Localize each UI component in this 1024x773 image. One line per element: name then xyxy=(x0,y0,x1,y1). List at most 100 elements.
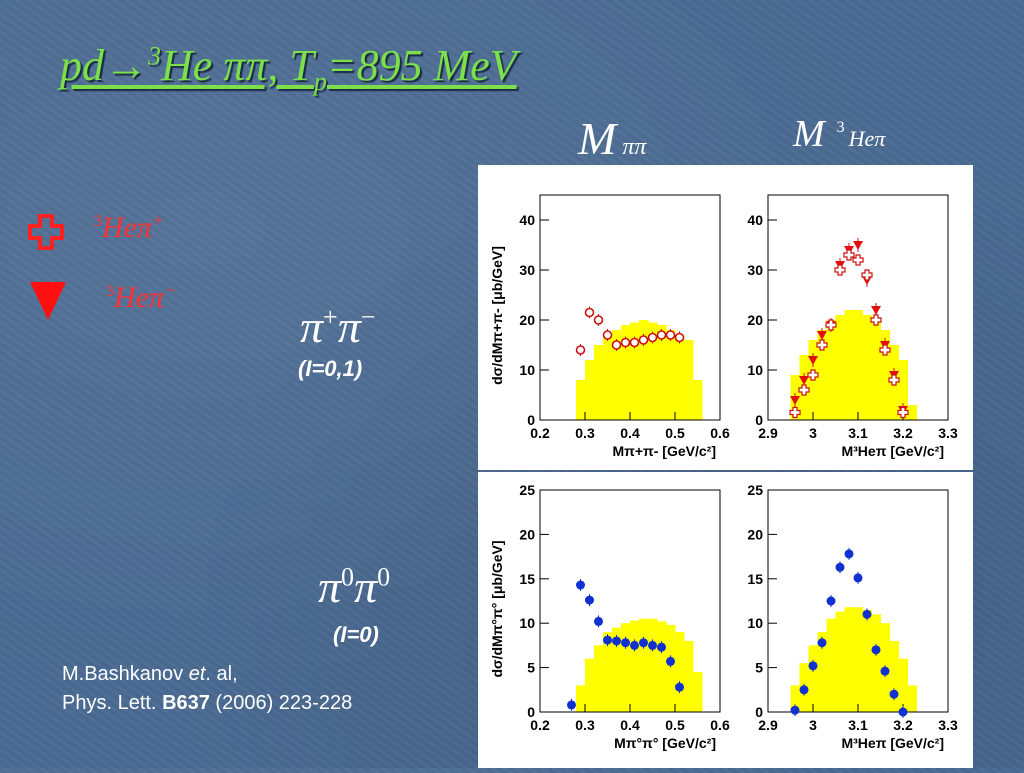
data-point xyxy=(639,638,648,648)
data-point xyxy=(612,636,621,646)
x-tick-label: 3.3 xyxy=(938,717,958,733)
open-cross-icon xyxy=(28,214,64,250)
x-axis-label: Mπ°π° [GeV/c²] xyxy=(614,735,716,751)
histogram-bar xyxy=(666,624,676,712)
histogram-bar xyxy=(576,380,586,420)
x-tick-label: 0.5 xyxy=(665,717,685,733)
histogram-bar xyxy=(648,618,658,712)
histogram-bar xyxy=(585,360,595,420)
x-tick-label: 0.4 xyxy=(620,717,640,733)
histogram-bar xyxy=(835,611,845,712)
x-tick-label: 3.1 xyxy=(848,425,868,441)
x-axis-label: M³Heπ [GeV/c²] xyxy=(841,735,944,751)
y-tick-label: 5 xyxy=(527,660,535,676)
data-point xyxy=(816,339,828,351)
channel-label-neutral: π0π0 xyxy=(318,561,391,612)
legend-he-pi-plus: 3Heπ+ xyxy=(26,210,246,256)
histogram-bar xyxy=(684,340,694,420)
x-tick-label: 0.2 xyxy=(530,717,550,733)
data-point xyxy=(665,330,676,340)
histogram-bar xyxy=(666,330,676,420)
histogram-bar xyxy=(630,620,640,712)
channel-label-charged: π+π− xyxy=(300,301,376,352)
y-tick-label: 10 xyxy=(747,362,763,378)
histogram-bar xyxy=(612,627,622,712)
data-point xyxy=(585,595,594,605)
data-point xyxy=(576,580,585,590)
histogram-bar xyxy=(594,645,604,712)
histogram-bar xyxy=(693,380,703,420)
slide-title: pd→3He ππ, Tp=895 MeV xyxy=(60,41,517,96)
data-point xyxy=(889,689,899,699)
histogram-bar xyxy=(853,310,863,420)
data-point xyxy=(674,332,685,343)
data-point xyxy=(630,640,639,650)
x-tick-label: 0.3 xyxy=(575,717,595,733)
data-point xyxy=(834,264,846,276)
x-tick-label: 3 xyxy=(809,717,817,733)
x-tick-label: 0.2 xyxy=(530,425,550,441)
y-tick-label: 20 xyxy=(519,526,535,542)
histogram-bar xyxy=(898,360,908,420)
data-point xyxy=(621,638,630,648)
data-point xyxy=(871,645,881,655)
data-point xyxy=(862,609,872,619)
data-point xyxy=(594,616,603,626)
data-point xyxy=(603,635,612,645)
y-tick-label: 0 xyxy=(755,704,763,720)
histogram-bar xyxy=(585,658,595,712)
x-tick-label: 3.1 xyxy=(848,717,868,733)
x-tick-label: 3.3 xyxy=(938,425,958,441)
histogram-bar xyxy=(853,607,863,712)
x-axis-label: M³Heπ [GeV/c²] xyxy=(841,443,944,459)
y-tick-label: 0 xyxy=(755,412,763,428)
histogram-bar xyxy=(862,315,872,420)
x-tick-label: 0.6 xyxy=(710,717,730,733)
x-tick-label: 2.9 xyxy=(758,425,778,441)
histogram-bar xyxy=(621,325,631,420)
x-tick-label: 0.6 xyxy=(710,425,730,441)
legend-he-pi-minus: 3Heπ− xyxy=(26,280,246,326)
histogram-bar xyxy=(657,621,667,712)
data-point xyxy=(835,562,845,572)
histogram-bar xyxy=(862,609,872,712)
data-point xyxy=(897,406,909,419)
histogram-bar xyxy=(817,632,827,712)
data-point xyxy=(799,685,809,695)
y-tick-label: 20 xyxy=(747,312,763,328)
histogram-bar xyxy=(871,614,881,712)
data-point xyxy=(808,356,818,365)
y-axis-label: dσ/dMπ°π° [μb/GeV] xyxy=(489,540,505,677)
histogram-bar xyxy=(648,322,658,420)
data-point xyxy=(853,241,863,250)
chart-0: 0 10 20 30 40 0.2 0.3 0.4 0.5 0.6 Mπ+π- [GeV/c²] dσ… xyxy=(489,194,730,459)
histogram-bar xyxy=(808,645,818,712)
data-point xyxy=(675,682,684,692)
y-tick-label: 15 xyxy=(519,571,535,587)
data-point xyxy=(817,638,827,648)
reference: M.Bashkanov et. al, Phys. Lett. B637 (20… xyxy=(62,663,353,714)
histogram-bar xyxy=(675,632,685,712)
data-point xyxy=(602,330,613,340)
y-axis-label: dσ/dMπ+π- [μb/GeV] xyxy=(489,246,505,385)
data-point xyxy=(657,642,666,652)
data-point xyxy=(575,345,586,355)
y-tick-label: 0 xyxy=(527,704,535,720)
data-point xyxy=(790,396,800,405)
data-point xyxy=(611,340,622,350)
x-tick-label: 3.2 xyxy=(893,425,913,441)
filled-down-triangle-icon xyxy=(30,282,66,320)
data-point xyxy=(817,331,827,340)
x-tick-label: 3 xyxy=(809,425,817,441)
data-point xyxy=(844,549,854,559)
data-point xyxy=(790,705,800,715)
chart-1: 0 10 20 30 40 2.9 3 3.1 3.2 3.3 M³Heπ [GeV/c²] xyxy=(747,194,958,459)
data-point xyxy=(879,344,891,356)
histogram-bar xyxy=(880,330,890,420)
histogram-bar xyxy=(844,607,854,712)
x-tick-label: 0.3 xyxy=(575,425,595,441)
histogram-bar xyxy=(835,315,845,420)
y-tick-label: 0 xyxy=(527,412,535,428)
y-tick-label: 25 xyxy=(747,482,763,498)
histogram-bar xyxy=(639,618,649,712)
